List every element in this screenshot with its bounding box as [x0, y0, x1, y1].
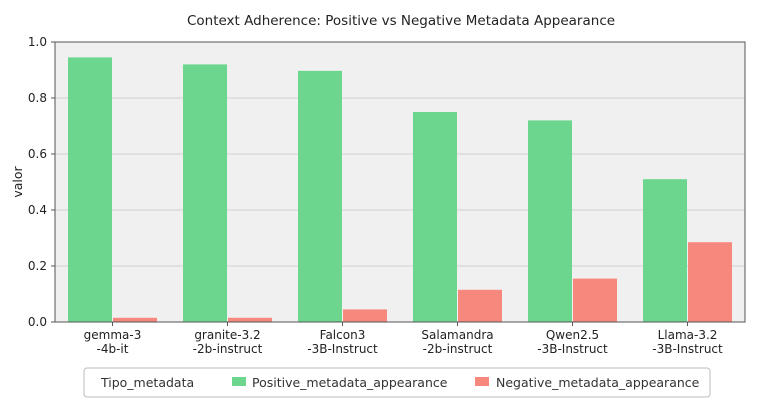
x-tick-label: -2b-instruct — [193, 342, 263, 356]
bar-positive-5 — [643, 179, 687, 322]
bar-negative-5 — [688, 242, 732, 322]
y-tick-label: 0.0 — [28, 315, 47, 329]
bar-negative-2 — [343, 309, 387, 322]
bar-positive-0 — [68, 57, 112, 323]
plot-area — [54, 41, 746, 323]
y-tick-label: 1.0 — [28, 35, 47, 49]
bar-negative-0 — [113, 317, 157, 322]
bar-negative-3 — [458, 289, 502, 322]
y-tick-label: 0.2 — [28, 259, 47, 273]
x-tick-label: Salamandra — [421, 328, 493, 342]
bar-negative-1 — [228, 317, 272, 322]
bar-positive-3 — [413, 112, 457, 322]
y-tick-label: 0.4 — [28, 203, 47, 217]
legend-swatch-negative — [475, 377, 489, 386]
bar-negative-4 — [573, 278, 617, 322]
y-tick-label: 0.8 — [28, 91, 47, 105]
bar-positive-4 — [528, 120, 572, 323]
x-tick-label: granite-3.2 — [194, 328, 260, 342]
bars — [68, 57, 732, 323]
x-tick-label: Falcon3 — [320, 328, 366, 342]
chart-title: Context Adherence: Positive vs Negative … — [187, 13, 615, 29]
x-tick-label: -3B-Instruct — [537, 342, 608, 356]
legend: Tipo_metadata Positive_metadata_appearan… — [83, 367, 711, 398]
x-tick-label: Llama-3.2 — [658, 328, 718, 342]
x-tick-label: -3B-Instruct — [652, 342, 723, 356]
x-tick-label: Qwen2.5 — [546, 328, 599, 342]
y-tick-label: 0.6 — [28, 147, 47, 161]
bar-positive-1 — [183, 64, 227, 323]
x-tick-label: -4b-it — [97, 342, 129, 356]
x-tick-label: -3B-Instruct — [307, 342, 378, 356]
bar-positive-2 — [298, 70, 342, 322]
legend-title: Tipo_metadata — [100, 375, 194, 390]
y-axis-ticks: 0.0 0.2 0.4 0.6 0.8 1.0 — [28, 35, 55, 329]
legend-label-negative: Negative_metadata_appearance — [496, 375, 700, 390]
x-tick-label: gemma-3 — [84, 328, 142, 342]
x-tick-label: -2b-instruct — [423, 342, 493, 356]
y-axis-label: valor — [10, 165, 25, 197]
legend-box — [83, 367, 711, 398]
legend-swatch-positive — [232, 377, 246, 386]
legend-label-positive: Positive_metadata_appearance — [252, 375, 448, 390]
plot-frame — [54, 41, 746, 323]
x-axis-ticks: gemma-3-4b-itgranite-3.2-2b-instructFalc… — [84, 322, 723, 356]
grid-lines — [55, 97, 745, 267]
